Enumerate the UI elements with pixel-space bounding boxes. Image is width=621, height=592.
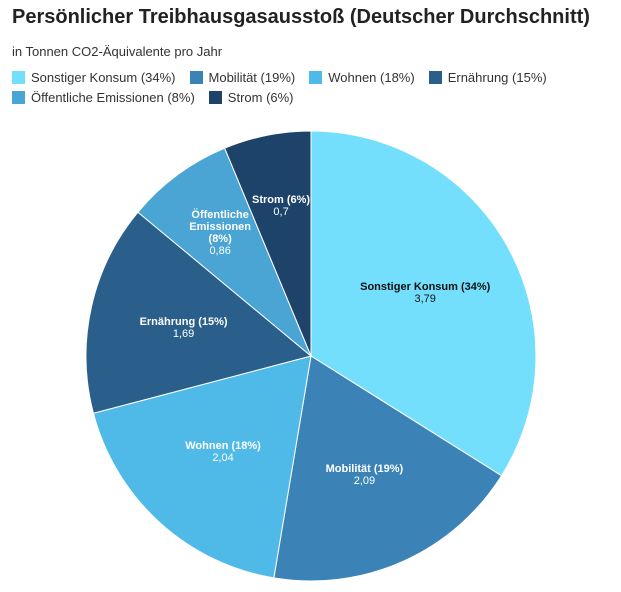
legend-item: Ernährung (15%) [428,70,547,85]
legend-label: Mobilität (19%) [208,70,296,85]
slice-value: 0,7 [273,205,289,218]
legend-swatch [189,71,203,84]
slice-label: Wohnen (18%) 2,04 [153,440,293,464]
slice-value: 1,69 [172,327,195,340]
slice-category: Wohnen (18%) [185,440,261,453]
pie-slice [85,211,313,414]
slice-label: Mobilität (19%) 2,09 [294,463,434,487]
slice-label: Ernährung (15%) 1,69 [114,316,254,340]
slice-value: 0,86 [209,244,231,257]
slice-value: 3,79 [414,292,436,305]
chart-title: Persönlicher Treibhausgasausstoß (Deutsc… [12,6,590,28]
legend-item: Sonstiger Konsum (34%) [12,70,176,85]
slice-category: Sonstiger Konsum (34%) [360,280,491,293]
legend-label: Sonstiger Konsum (34%) [31,70,176,85]
slice-value: 2,04 [212,452,234,465]
legend: Sonstiger Konsum (34%) Mobilität (19%) Woh… [12,70,572,105]
legend-swatch [12,71,25,84]
slice-category: Strom (6%) [252,193,311,206]
legend-swatch [309,71,323,84]
legend-label: Strom (6%) [227,90,294,105]
slice-label: Sonstiger Konsum (34%) 3,79 [355,281,495,305]
pie-slice [137,147,312,357]
legend-item: Wohnen (18%) [309,70,415,85]
legend-swatch [428,71,442,84]
slice-value: 2,09 [353,475,376,488]
legend-swatch [12,91,25,104]
legend-label: Öffentliche Emissionen (8%) [31,90,195,105]
legend-label: Wohnen (18%) [328,70,415,85]
pie-slice [310,130,537,477]
legend-item: Öffentliche Emissionen (8%) [12,90,195,105]
pie-slice [224,130,312,357]
slice-category: Mobilität (19%) [325,463,404,476]
legend-label: Ernährung (15%) [447,70,547,85]
legend-item: Strom (6%) [208,90,294,105]
slice-label: Strom (6%) 0,7 [241,194,321,218]
legend-swatch [208,91,222,104]
legend-item: Mobilität (19%) [189,70,296,85]
chart-subtitle: in Tonnen CO2-Äquivalente pro Jahr [12,44,223,59]
slice-label: Öffentliche Emissionen (8%) 0,86 [180,209,260,257]
slice-category: Ernährung (15%) [139,315,228,328]
pie-slice [273,355,503,582]
pie-slice [92,355,312,579]
slice-category: Öffentliche Emissionen (8%) [189,208,252,245]
